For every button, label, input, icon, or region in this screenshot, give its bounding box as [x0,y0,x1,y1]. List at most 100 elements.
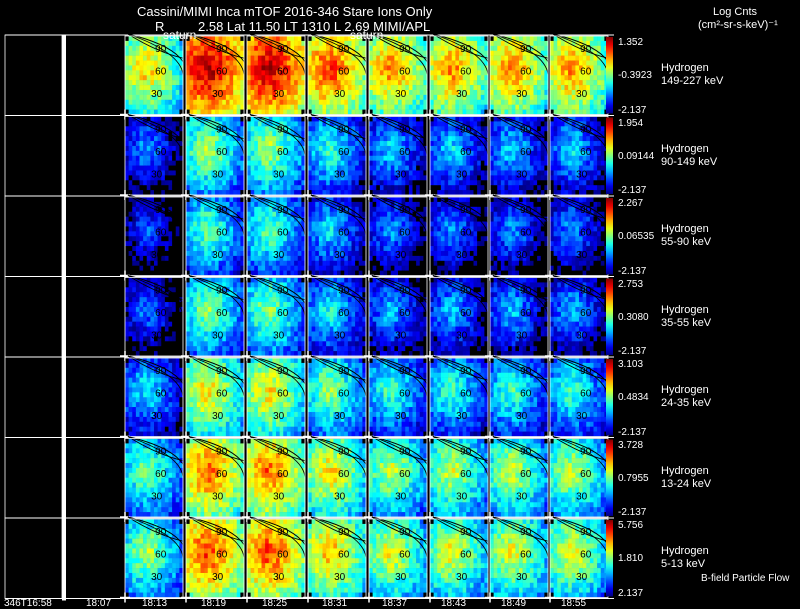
contour-label: 90 [520,205,532,216]
species-label: Hydrogen [661,223,709,236]
energy-label: 13-24 keV [661,477,712,490]
contour-label: 90 [338,286,350,297]
contour-label: 60 [338,228,350,239]
contour-label: 60 [277,147,289,158]
contour-label: 60 [580,228,592,239]
sky-image-panel: 90 60 30 [181,194,249,281]
orbit-info: 2.58 Lat 11.50 LT 1310 L 2.69 MIMI/APL [198,19,431,34]
contour-label: 60 [216,550,228,561]
energy-label: 55-90 keV [661,236,712,249]
contour-label: 30 [576,170,588,181]
contour-label: 90 [155,286,167,297]
colorbar [606,359,613,436]
contour-label: 90 [277,366,289,377]
contour-label: 60 [155,550,167,561]
contour-label: 60 [216,228,228,239]
contour-label: 30 [273,250,285,261]
contour-label: 60 [277,228,289,239]
contour-label: 90 [520,527,532,538]
contour-label: 90 [580,366,592,377]
contour-label: 60 [338,469,350,480]
contour-label: 30 [212,250,224,261]
contour-label: 90 [460,366,472,377]
contour-label: 60 [338,550,350,561]
contour-label: 30 [151,492,163,503]
sky-image-panel: 90 60 30 [485,516,553,603]
contour-label: 60 [580,308,592,319]
sky-image-panel: 90 60 30 [181,33,249,120]
contour-label: 30 [334,331,346,342]
sky-image-panel: 90 60 30 [425,436,493,522]
contour-label: 90 [399,205,411,216]
contour-label: 30 [576,250,588,261]
energy-label: 149-227 keV [661,75,724,88]
contour-label: 60 [399,67,411,78]
species-label: Hydrogen [661,303,709,316]
colorbar-max: 5.756 [618,520,644,531]
contour-label: 30 [516,492,528,503]
sky-image-panel: 90 60 30 [364,114,432,200]
colorbar [606,278,613,355]
colorbar [606,117,613,194]
contour-label: 90 [216,447,228,458]
contour-label: 60 [460,147,472,158]
contour-label: 90 [338,125,350,136]
contour-label: 30 [212,572,224,583]
contour-label: 30 [456,170,468,181]
contour-label: 90 [155,366,167,377]
sky-image-panel: 90 60 30 [545,516,613,603]
sky-image-panel: 90 60 30 [303,516,371,603]
sky-image-panel: 90 60 30 [242,355,310,442]
contour-label: 30 [576,492,588,503]
contour-label: 90 [216,125,228,136]
contour-label: 30 [576,89,588,100]
contour-label: 90 [399,527,411,538]
contour-label: 60 [460,308,472,319]
contour-label: 60 [155,67,167,78]
contour-label: 60 [216,147,228,158]
contour-label: 90 [216,205,228,216]
species-label: Hydrogen [661,384,709,397]
contour-label: 30 [395,331,407,342]
contour-label: 90 [460,527,472,538]
sky-image-panel: 90 60 30 [545,114,613,200]
contour-label: 30 [273,492,285,503]
sky-image-panel: 90 60 30 [303,436,371,522]
contour-label: 90 [399,125,411,136]
sky-image-panel: 90 60 30 [120,436,188,522]
contour-label: 30 [151,331,163,342]
contour-label: 60 [155,308,167,319]
sky-image-panel: 90 60 30 [485,355,553,442]
sky-image-panel: 90 60 30 [242,194,310,281]
colorbar-min: -2.137 [618,104,647,116]
sky-image-panel: 90 60 30 [303,194,371,281]
contour-label: 90 [338,44,350,55]
contour-label: 30 [273,89,285,100]
contour-label: 30 [151,250,163,261]
contour-label: 30 [151,572,163,583]
contour-label: 60 [399,469,411,480]
data-gap-marker [62,35,66,601]
contour-label: 90 [580,286,592,297]
contour-label: 30 [456,411,468,422]
contour-label: 30 [576,572,588,583]
colorbar-max: 3.728 [618,439,644,451]
contour-label: 90 [520,125,532,136]
contour-label: 60 [399,308,411,319]
contour-label: 60 [399,228,411,239]
contour-label: 60 [338,389,350,400]
colorbar [606,520,613,597]
sky-image-panel: 90 60 30 [242,516,310,603]
contour-label: 60 [520,147,532,158]
contour-label: 30 [456,492,468,503]
energy-label: 5-13 keV [661,558,706,571]
sky-image-panel: 90 60 30 [425,516,493,603]
sky-image-panel: 90 60 30 [485,436,553,522]
contour-label: 30 [334,89,346,100]
colorbar-mid: -0.3923 [618,70,652,82]
contour-label: 60 [216,389,228,400]
sky-image-panel: 90 60 30 [242,114,310,200]
contour-label: 30 [151,170,163,181]
sky-image-panel: 90 60 30 [425,33,493,120]
contour-label: 60 [520,67,532,78]
